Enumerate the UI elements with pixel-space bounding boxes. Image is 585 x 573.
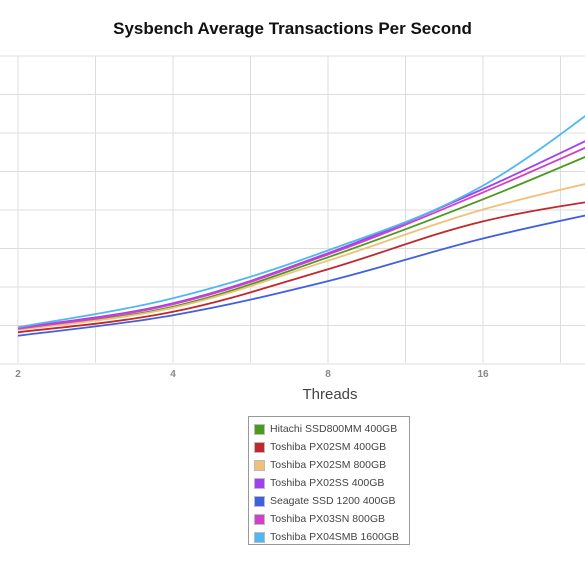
series-line-4 — [17, 140, 585, 329]
x-tick-label: 2 — [15, 369, 21, 380]
legend-label: Toshiba PX03SN 800GB — [270, 513, 385, 525]
legend-item: Hitachi SSD800MM 400GB — [249, 420, 409, 438]
x-axis-label: Threads — [302, 386, 358, 403]
x-tick-label: 4 — [170, 369, 176, 380]
series-line-5 — [17, 214, 585, 337]
legend-label: Hitachi SSD800MM 400GB — [270, 423, 398, 435]
x-tick-label: 16 — [477, 369, 489, 380]
series-line-3 — [17, 183, 585, 331]
series-lines — [17, 115, 585, 337]
legend-item: Toshiba PX04SMB 1600GB — [249, 528, 409, 546]
legend-swatch — [254, 423, 265, 435]
legend-label: Toshiba PX02SM 400GB — [270, 441, 387, 453]
series-line-7 — [17, 115, 585, 329]
legend-swatch — [254, 459, 265, 471]
legend-swatch — [254, 513, 265, 525]
legend-item: Toshiba PX02SM 400GB — [249, 438, 409, 456]
legend-item: Toshiba PX02SM 800GB — [249, 456, 409, 474]
legend-swatch — [254, 477, 265, 489]
chart-title: Sysbench Average Transactions Per Second — [113, 19, 472, 38]
legend: Hitachi SSD800MM 400GB Toshiba PX02SM 400… — [248, 416, 410, 545]
legend-label: Toshiba PX02SM 800GB — [270, 459, 387, 471]
legend-item: Toshiba PX02SS 400GB — [249, 474, 409, 492]
legend-label: Seagate SSD 1200 400GB — [270, 495, 396, 507]
legend-swatch — [254, 495, 265, 507]
legend-label: Toshiba PX02SS 400GB — [270, 477, 385, 489]
legend-label: Toshiba PX04SMB 1600GB — [270, 531, 399, 543]
legend-swatch — [254, 441, 265, 453]
series-line-6 — [17, 146, 585, 330]
x-tick-label: 8 — [325, 369, 331, 380]
series-line-2 — [17, 201, 585, 334]
legend-item: Toshiba PX03SN 800GB — [249, 510, 409, 528]
legend-swatch — [254, 531, 265, 543]
series-line-1 — [17, 156, 585, 330]
x-tick-labels: 2 4 8 16 — [15, 369, 489, 380]
legend-item: Seagate SSD 1200 400GB — [249, 492, 409, 510]
